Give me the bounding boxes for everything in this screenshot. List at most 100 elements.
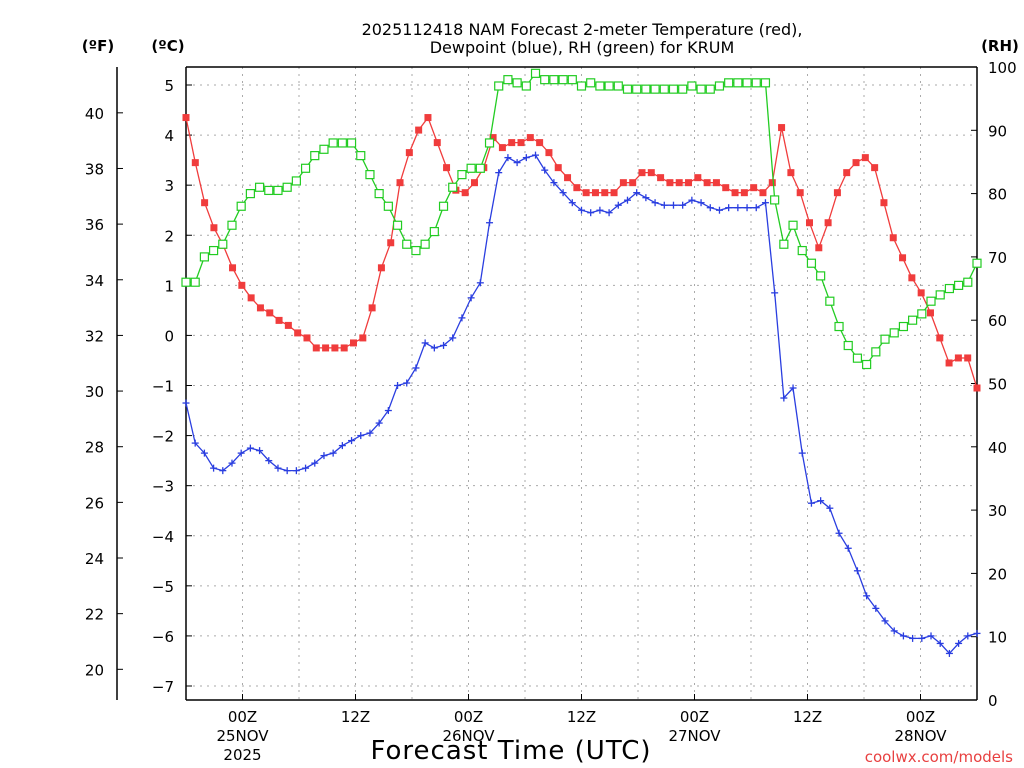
credit-label: coolwx.com/models (865, 748, 1013, 766)
rh-point (760, 78, 771, 88)
rh-point (475, 163, 485, 173)
rh-point (337, 138, 347, 148)
temperature-point (843, 169, 851, 177)
c-tick-label: 3 (164, 177, 174, 195)
x-tick-time-label: 00Z (454, 708, 483, 726)
dewpoint-point (734, 204, 742, 212)
rh-point (540, 75, 550, 85)
rh-point (346, 138, 357, 148)
rh-tick-label: 10 (988, 629, 1007, 647)
x-axis-label: Forecast Time (UTC) (370, 736, 651, 766)
rh-point (457, 170, 467, 180)
temperature-point (722, 184, 730, 192)
c-tick-label: −7 (152, 678, 174, 696)
rh-point (227, 220, 237, 230)
temperature-point (377, 264, 385, 272)
temperature-point (815, 244, 823, 252)
temperature-point (685, 179, 693, 187)
dewpoint-point (348, 437, 356, 445)
rh-point (236, 201, 246, 211)
dewpoint-point (844, 544, 852, 552)
rh-point (530, 68, 541, 78)
rh-tick-label: 100 (988, 59, 1017, 77)
temperature-point (610, 189, 618, 197)
rh-point (586, 78, 596, 88)
x-tick-year-label: 2025 (223, 746, 261, 764)
dewpoint-point (918, 634, 926, 642)
rh-point (908, 315, 918, 325)
temperature-point (229, 264, 237, 272)
rh-point (402, 239, 412, 249)
temperature-point (526, 134, 534, 142)
rh-point (466, 163, 476, 173)
temperature-point (638, 169, 646, 177)
dewpoint-point (219, 467, 227, 475)
rh-point (181, 277, 191, 287)
dewpoint-point (486, 219, 494, 227)
rh-point (576, 81, 587, 91)
rh-point (604, 81, 614, 91)
temperature-point (908, 274, 916, 282)
temperature-point (498, 144, 506, 152)
rh-point (208, 245, 219, 256)
rh-point (751, 78, 761, 88)
rh-point (494, 81, 504, 91)
rh-point (521, 81, 531, 91)
rh-point (567, 75, 577, 85)
dewpoint-point (384, 407, 392, 415)
temperature-point (657, 174, 665, 182)
temperature-point (424, 114, 432, 122)
c-tick-label: 5 (164, 77, 174, 95)
rh-point (862, 359, 872, 370)
temperature-point (926, 309, 934, 317)
rh-point (880, 334, 890, 344)
dewpoint-point (596, 206, 604, 214)
temperature-point (871, 164, 879, 172)
rh-point (438, 201, 449, 211)
temperature-point (601, 189, 609, 197)
rh-point (834, 321, 844, 332)
rh-point (300, 163, 311, 173)
rh-point (852, 353, 863, 363)
rh-point (254, 182, 265, 192)
dewpoint-point (587, 209, 595, 217)
dewpoint-point (817, 497, 825, 505)
temperature-point (675, 179, 683, 187)
temperature-point (694, 174, 702, 182)
dewpoint-point (752, 204, 760, 212)
rh-point (291, 176, 301, 186)
dewpoint-point (633, 189, 641, 197)
temperature-point (917, 289, 925, 297)
dewpoint-point (467, 294, 475, 302)
x-tick-time-label: 00Z (228, 708, 257, 726)
temperature-point (350, 339, 358, 347)
rh-point (549, 75, 559, 85)
dewpoint-point (476, 279, 484, 287)
temperature-point (182, 114, 190, 122)
rh-point (917, 309, 927, 319)
temperature-point (824, 219, 832, 227)
rh-point (724, 78, 734, 88)
rh-point (733, 78, 743, 88)
c-tick-label: 1 (164, 277, 174, 295)
dewpoint-point (669, 201, 677, 209)
dewpoint-point (237, 449, 245, 457)
c-tick-label: −2 (152, 428, 174, 446)
x-tick-date-label: 27NOV (668, 727, 721, 745)
rh-point (448, 182, 458, 192)
dewpoint-point (725, 204, 733, 212)
f-tick-label: 38 (85, 160, 104, 178)
temperature-point (284, 321, 292, 329)
rh-tick-label: 80 (988, 186, 1007, 204)
data-series (181, 68, 982, 657)
rh-point (392, 220, 403, 230)
rh-point (871, 347, 881, 357)
chart-title-line-1: 2025112418 NAM Forecast 2-meter Temperat… (362, 20, 803, 39)
dewpoint-point (449, 334, 457, 342)
rh-point (622, 84, 633, 94)
dewpoint-point (945, 649, 953, 657)
f-tick-label: 30 (85, 383, 104, 401)
rh-point (770, 195, 780, 205)
rh-point (806, 258, 817, 268)
rh-point (963, 277, 973, 287)
